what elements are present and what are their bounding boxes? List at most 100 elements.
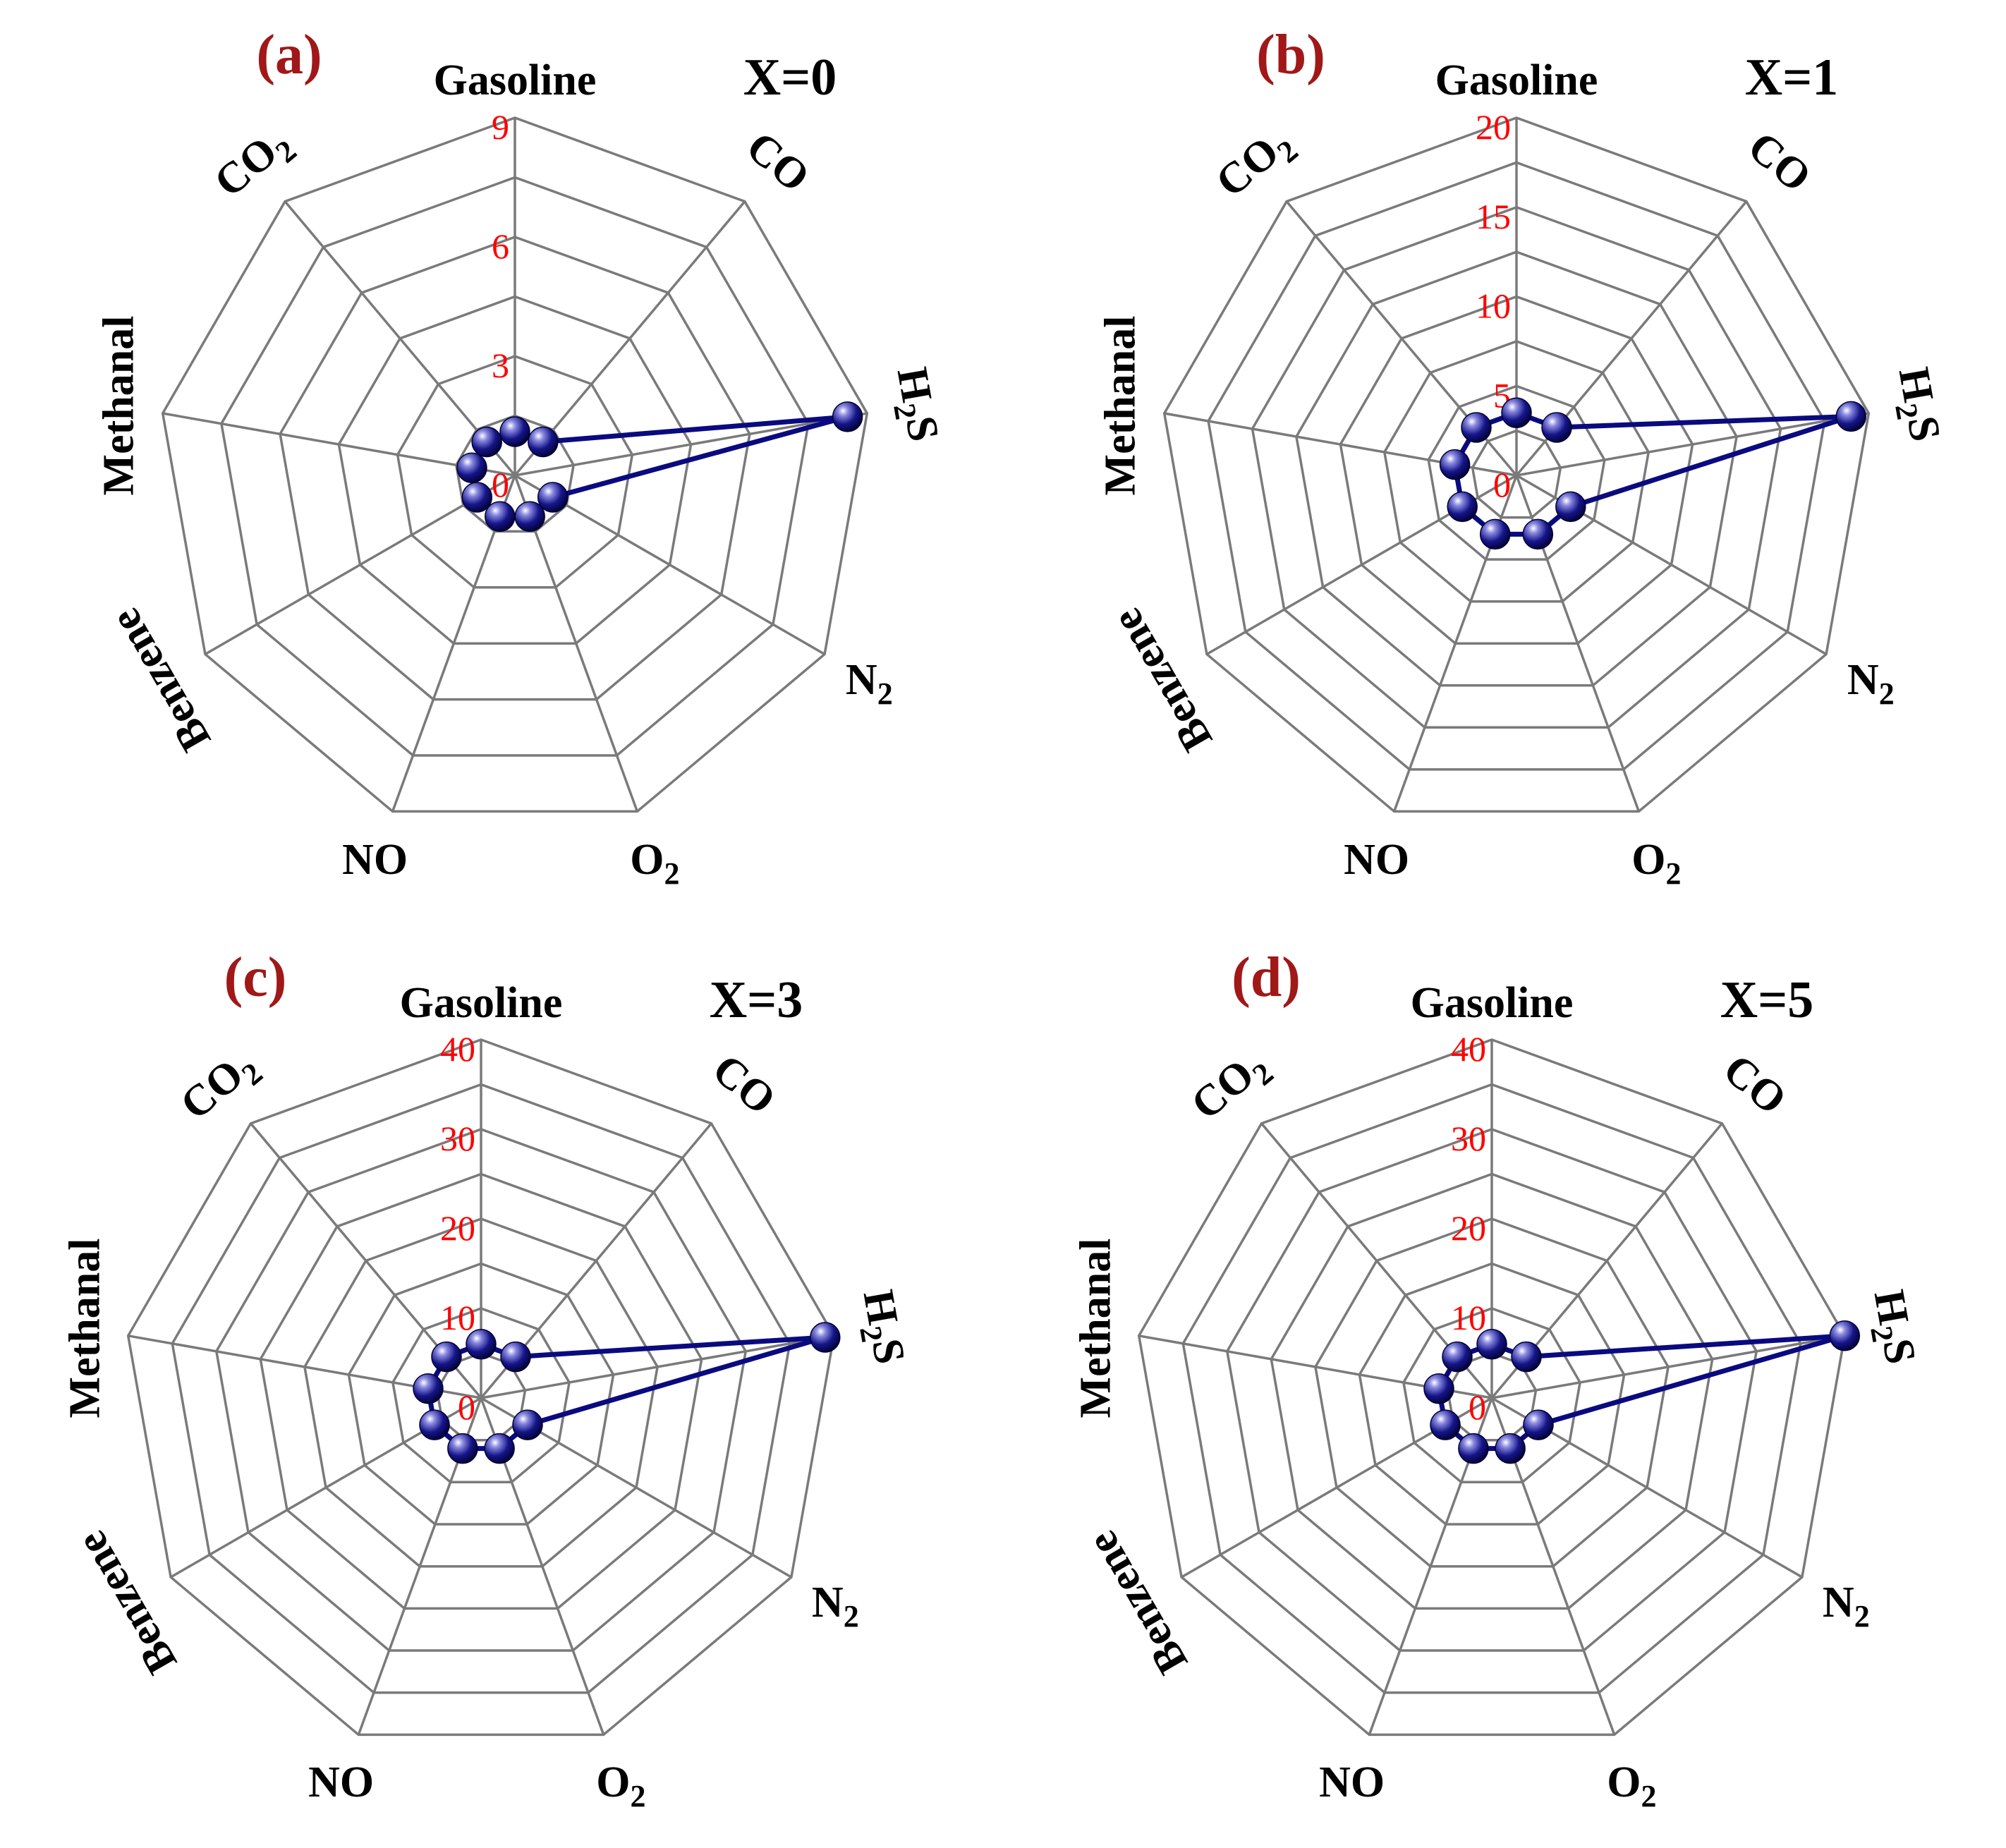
radar-grid [126,1038,836,1737]
axis-label-co: CO [1739,123,1820,202]
axis-label-benzene: Benzene [1078,1524,1197,1682]
grid-ring [454,414,576,533]
axis-label-gasoline: Gasoline [1411,979,1574,1027]
grid-ring [1181,1083,1802,1694]
data-point-co2 [471,426,502,458]
spoke-no [391,475,516,812]
axis-label-methanal: Methanal [61,1239,109,1418]
axis-label-o2: O2 [1607,1758,1656,1813]
data-point-o2 [1522,518,1554,550]
spoke-h2s [480,1335,834,1399]
grid-ring [220,176,810,757]
data-point-h2s [810,1322,841,1353]
radar-grid [161,116,869,813]
grid-ring [337,295,693,645]
axis-label-methanal: Methanal [95,316,143,496]
tick-label: 9 [492,107,509,147]
axis-label-co: CO [737,123,818,202]
data-point-co [500,1341,531,1373]
data-point-o2 [514,501,545,532]
panel-letter: (d) [1232,947,1301,1009]
grid-ring [1207,161,1826,771]
data-point-methanal [413,1373,444,1404]
panel-letter: (c) [224,947,287,1009]
data-point-no [447,1433,478,1464]
series-line [1452,410,1854,537]
data-point-gasoline [1501,397,1532,429]
tick-label: 10 [1451,1298,1486,1337]
spoke-benzene [205,474,516,656]
radar-panel-b: 05101520GasolineCOH2SN2O2NOBenzeneMethan… [1097,24,1950,891]
axis-label-h2s: H2S [1883,364,1950,446]
axis-label-methanal: Methanal [1097,316,1145,496]
data-point-benzene [419,1409,450,1440]
data-point-o2 [484,1433,515,1464]
spoke-o2 [513,475,639,812]
data-point-no [1458,1433,1489,1464]
axis-label-h2s: H2S [881,364,948,446]
axis-label-o2: O2 [596,1758,645,1813]
panel-x-label: X=3 [710,971,803,1029]
grid-ring [1358,1262,1626,1526]
grid-ring [1471,429,1562,519]
tick-label: 0 [1493,465,1511,504]
data-point-benzene [461,482,493,513]
tick-label: 0 [1469,1387,1486,1427]
series-line [425,1335,828,1452]
tick-label: 0 [458,1387,475,1427]
data-point-co [1511,1341,1542,1373]
grid-ring [347,1262,615,1526]
spoke-n2 [514,474,825,656]
data-point-h2s [1829,1320,1861,1351]
data-point-n2 [1555,491,1586,523]
axis-label-n2: N2 [846,656,893,711]
tick-label: 15 [1476,197,1511,236]
radar-grid [1162,116,1871,813]
grid-ring [171,1083,791,1694]
axis-label-n2: N2 [812,1579,859,1634]
spoke-h2s [514,412,868,477]
axis-label-benzene: Benzene [1102,601,1222,760]
data-point-methanal [1423,1373,1454,1404]
tick-label: 10 [1476,286,1511,326]
axis-label-co2: CO2 [1207,118,1304,212]
grid-ring [1382,340,1651,603]
data-point-no [1479,518,1511,550]
data-point-co2 [431,1341,462,1373]
grid-ring [1295,250,1738,687]
tick-label: 0 [492,465,509,504]
spoke-h2s [1516,412,1869,477]
axis-label-n2: N2 [1823,1579,1870,1634]
grid-ring [126,1038,836,1737]
axis-label-co2: CO2 [205,118,303,212]
panel-letter: (b) [1256,24,1325,86]
data-point-h2s [832,401,863,432]
panel-letter: (a) [256,24,322,86]
tick-label: 20 [1451,1208,1486,1248]
axis-label-co2: CO2 [171,1040,269,1135]
axis-label-methanal: Methanal [1072,1239,1120,1418]
data-point-methanal [1439,449,1471,480]
grid-ring [1162,116,1871,813]
tick-label: 6 [492,226,509,266]
grid-ring [279,236,751,701]
grid-ring [435,1351,527,1442]
axis-label-benzene: Benzene [101,601,220,760]
axis-label-gasoline: Gasoline [400,979,563,1027]
grid-ring [1225,1128,1758,1652]
tick-label: 30 [1451,1119,1486,1158]
spoke-co2 [284,200,516,477]
data-point-co2 [1442,1341,1473,1373]
radar-grid [1137,1038,1847,1737]
data-point-no [485,501,516,532]
axis-label-co: CO [1714,1045,1795,1124]
data-point-benzene [1430,1409,1461,1440]
grid-ring [1137,1038,1847,1737]
axis-label-h2s: H2S [1858,1287,1925,1369]
tick-label: 20 [440,1208,475,1248]
data-point-co [1541,412,1572,443]
tick-label: 20 [1476,107,1511,147]
data-point-h2s [1835,401,1867,432]
